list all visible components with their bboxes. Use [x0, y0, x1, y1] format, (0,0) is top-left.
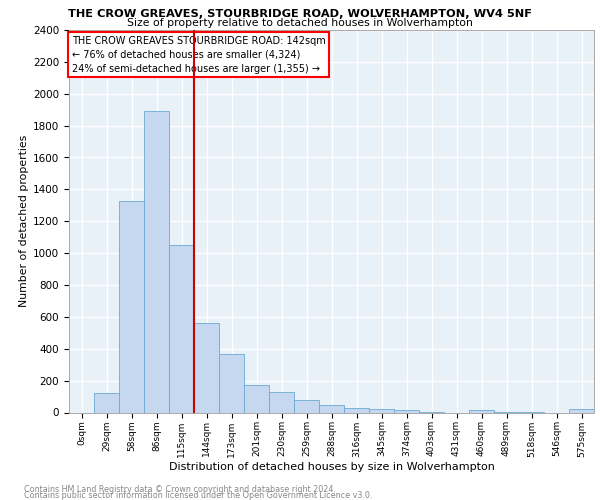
- Bar: [144, 112, 169, 412]
- Bar: [319, 404, 344, 412]
- X-axis label: Distribution of detached houses by size in Wolverhampton: Distribution of detached houses by size …: [169, 462, 494, 472]
- Text: Contains public sector information licensed under the Open Government Licence v3: Contains public sector information licen…: [24, 490, 373, 500]
- Bar: [169, 245, 194, 412]
- Bar: [394, 410, 419, 412]
- Bar: [194, 324, 219, 412]
- Y-axis label: Number of detached properties: Number of detached properties: [19, 135, 29, 308]
- Text: Contains HM Land Registry data © Crown copyright and database right 2024.: Contains HM Land Registry data © Crown c…: [24, 485, 336, 494]
- Bar: [219, 354, 244, 412]
- Bar: [244, 386, 269, 412]
- Bar: [569, 410, 594, 412]
- Bar: [294, 400, 319, 412]
- Bar: [369, 410, 394, 412]
- Text: THE CROW GREAVES, STOURBRIDGE ROAD, WOLVERHAMPTON, WV4 5NF: THE CROW GREAVES, STOURBRIDGE ROAD, WOLV…: [68, 9, 532, 19]
- Bar: [119, 200, 144, 412]
- Text: THE CROW GREAVES STOURBRIDGE ROAD: 142sqm
← 76% of detached houses are smaller (: THE CROW GREAVES STOURBRIDGE ROAD: 142sq…: [71, 36, 325, 74]
- Bar: [469, 410, 494, 412]
- Bar: [269, 392, 294, 412]
- Text: Size of property relative to detached houses in Wolverhampton: Size of property relative to detached ho…: [127, 18, 473, 28]
- Bar: [94, 394, 119, 412]
- Bar: [344, 408, 369, 412]
